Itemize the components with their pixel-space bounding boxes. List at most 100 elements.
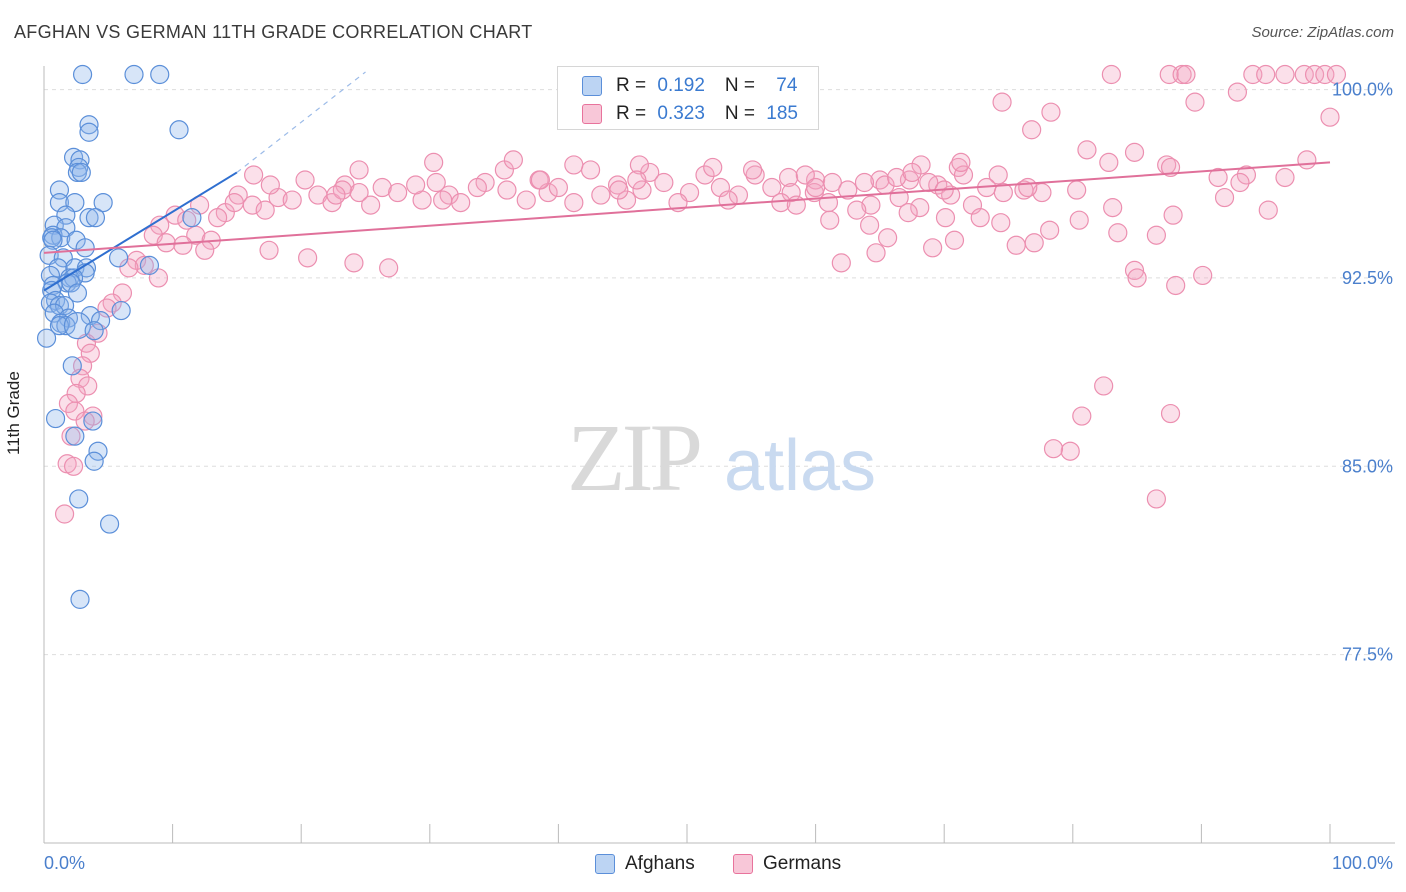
point-germans <box>654 172 674 193</box>
point-afghans <box>65 258 85 278</box>
point-germans <box>282 190 302 210</box>
point-germans <box>781 182 801 203</box>
point-germans <box>1208 167 1228 188</box>
legend-swatch-afghans <box>582 76 602 96</box>
source-label: Source: ZipAtlas.com <box>1251 24 1394 41</box>
point-germans <box>72 356 93 376</box>
y-tick-label: 77.5% <box>1342 645 1393 665</box>
point-germans <box>195 240 215 260</box>
point-germans <box>326 185 346 205</box>
point-germans <box>992 92 1012 112</box>
point-germans <box>847 200 867 220</box>
legend-r-label: R = <box>616 75 652 96</box>
point-germans <box>1160 157 1181 178</box>
point-germans <box>372 177 392 198</box>
point-afghans <box>44 215 64 235</box>
point-germans <box>1041 102 1061 122</box>
point-germans <box>1043 439 1064 459</box>
point-germans <box>1077 140 1097 160</box>
point-germans <box>298 248 318 268</box>
point-afghans <box>45 408 66 429</box>
point-germans <box>878 228 898 248</box>
point-afghans <box>84 451 104 471</box>
point-germans <box>1108 223 1128 243</box>
point-germans <box>173 235 193 255</box>
point-germans <box>244 165 264 185</box>
point-germans <box>134 255 154 275</box>
point-germans <box>1072 406 1092 426</box>
point-afghans <box>150 64 170 85</box>
point-germans <box>805 177 826 198</box>
point-afghans <box>43 230 63 250</box>
point-germans <box>1275 167 1295 188</box>
point-afghans <box>49 192 70 213</box>
point-germans <box>361 195 381 215</box>
point-germans <box>516 190 536 210</box>
point-afghans <box>169 120 189 140</box>
point-afghans <box>44 303 64 323</box>
point-germans <box>564 192 584 213</box>
legend-r-value: 0.323 <box>657 103 705 124</box>
point-germans <box>75 411 95 431</box>
point-germans <box>632 180 652 200</box>
point-germans <box>1146 489 1166 509</box>
point-afghans <box>62 356 82 376</box>
point-germans <box>451 192 471 213</box>
legend-row-germans: R = 0.323 N = 185 <box>582 101 798 127</box>
legend-n-value: 185 <box>766 103 798 124</box>
point-germans <box>970 208 990 228</box>
point-germans <box>1230 172 1250 193</box>
point-germans <box>208 208 228 228</box>
legend-item-germans[interactable]: Germans <box>733 852 841 876</box>
point-germans <box>1326 64 1347 85</box>
watermark: ZIP atlas <box>567 404 876 511</box>
trendline-afghans <box>43 171 238 292</box>
point-germans <box>951 152 971 173</box>
point-afghans <box>90 311 111 331</box>
point-germans <box>1275 64 1295 85</box>
legend-item-afghans[interactable]: Afghans <box>595 852 695 876</box>
point-germans <box>349 160 369 180</box>
point-germans <box>530 170 550 190</box>
y-axis-label: 11th Grade <box>4 371 23 455</box>
point-germans <box>944 230 965 250</box>
point-germans <box>1227 82 1248 102</box>
point-germans <box>923 238 943 258</box>
legend-label-germans: Germans <box>763 853 842 874</box>
point-germans <box>497 180 517 200</box>
point-germans <box>1315 64 1335 85</box>
point-germans <box>1069 210 1089 230</box>
point-afghans <box>111 300 131 321</box>
point-germans <box>1124 142 1145 162</box>
point-germans <box>177 210 197 230</box>
point-germans <box>831 253 851 273</box>
point-germans <box>1256 64 1276 85</box>
point-afghans <box>65 426 85 446</box>
point-germans <box>1236 165 1257 185</box>
point-afghans <box>84 321 104 341</box>
point-germans <box>58 393 79 414</box>
point-germans <box>1146 225 1166 245</box>
point-afghans <box>108 248 129 268</box>
series-legend: Afghans Germans <box>0 852 1406 878</box>
point-germans <box>795 165 815 185</box>
point-germans <box>580 160 601 180</box>
point-germans <box>703 157 723 178</box>
point-germans <box>898 203 918 223</box>
point-afghans <box>85 208 106 228</box>
point-afghans <box>69 489 89 509</box>
point-germans <box>119 258 139 278</box>
point-afghans <box>83 411 103 431</box>
point-germans <box>65 401 85 421</box>
point-germans <box>224 192 244 213</box>
point-germans <box>156 233 176 253</box>
point-afghans <box>139 255 160 275</box>
point-afghans <box>56 316 76 336</box>
point-germans <box>993 182 1013 203</box>
point-germans <box>1294 64 1314 85</box>
point-germans <box>433 190 453 210</box>
point-germans <box>564 155 584 175</box>
point-afghans <box>63 312 92 340</box>
point-germans <box>1099 152 1119 173</box>
point-germans <box>902 162 922 183</box>
